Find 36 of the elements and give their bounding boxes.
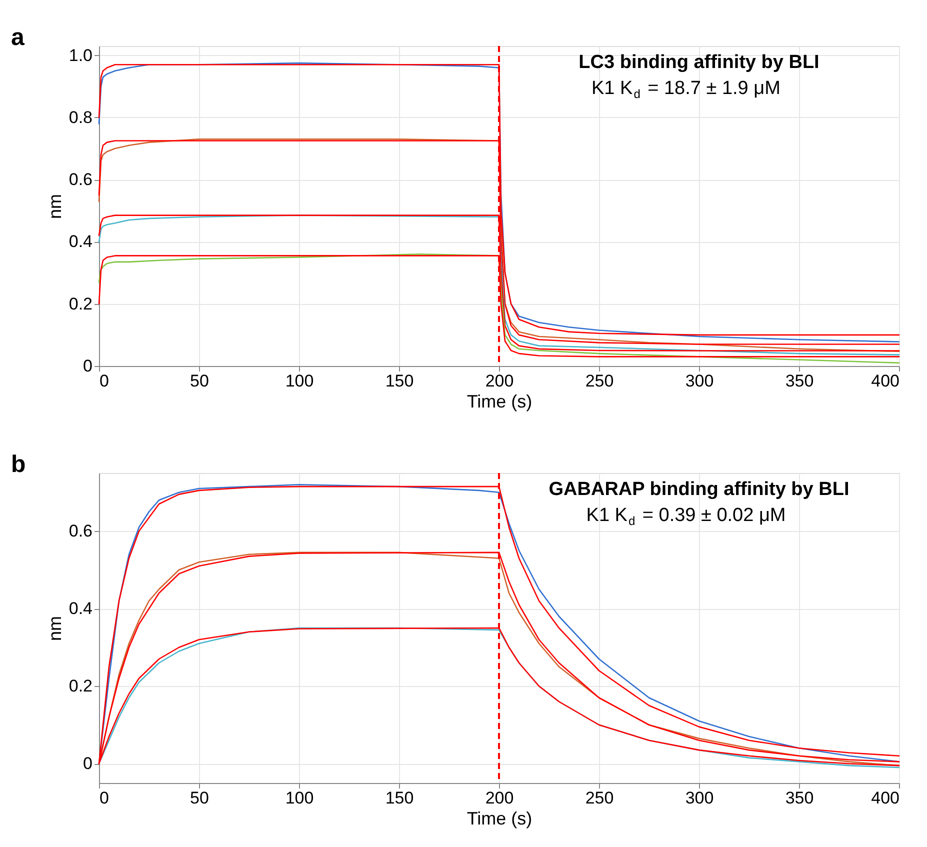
x-tick-label: 0 [100,372,109,390]
x-tick-label: 350 [785,372,814,390]
x-tick-label: 50 [190,788,209,808]
x-tick-label: 200 [485,372,514,390]
chart-title: LC3 binding affinity by BLI [578,52,820,73]
y-axis-title: nm [44,616,65,642]
x-tick-label: 250 [585,372,614,390]
x-tick-label: 300 [685,372,714,390]
x-axis-title: Time (s) [466,808,532,828]
y-tick-label: 0.8 [68,108,92,127]
x-tick-label: 50 [190,372,209,390]
y-tick-label: 0.2 [68,676,92,696]
y-tick-label: 0.4 [68,232,92,252]
x-tick-label: 100 [285,788,314,808]
x-tick-label: 150 [385,788,414,808]
text: b [11,451,26,478]
chart-title: GABARAP binding affinity by BLI [548,479,850,500]
y-axis-title: nm [44,194,65,220]
y-tick-label: 0.6 [68,522,92,541]
x-axis-title: Time (s) [466,392,532,412]
y-tick-label: 0.4 [68,599,92,618]
y-tick-label: 0 [83,754,92,774]
x-tick-label: 150 [385,372,414,390]
x-tick-label: 100 [285,372,314,390]
text: a [11,24,25,51]
y-tick-label: 1.0 [68,46,92,65]
x-tick-label: 0 [100,788,109,808]
x-tick-label: 350 [785,788,814,808]
y-tick-label: 0 [83,356,92,376]
x-tick-label: 250 [585,788,614,808]
y-tick-label: 0.6 [68,170,92,190]
y-tick-label: 0.2 [68,294,92,314]
x-tick-label: 300 [685,788,714,808]
x-tick-label: 400 [871,372,900,390]
x-tick-label: 200 [485,788,514,808]
x-tick-label: 400 [871,788,900,808]
